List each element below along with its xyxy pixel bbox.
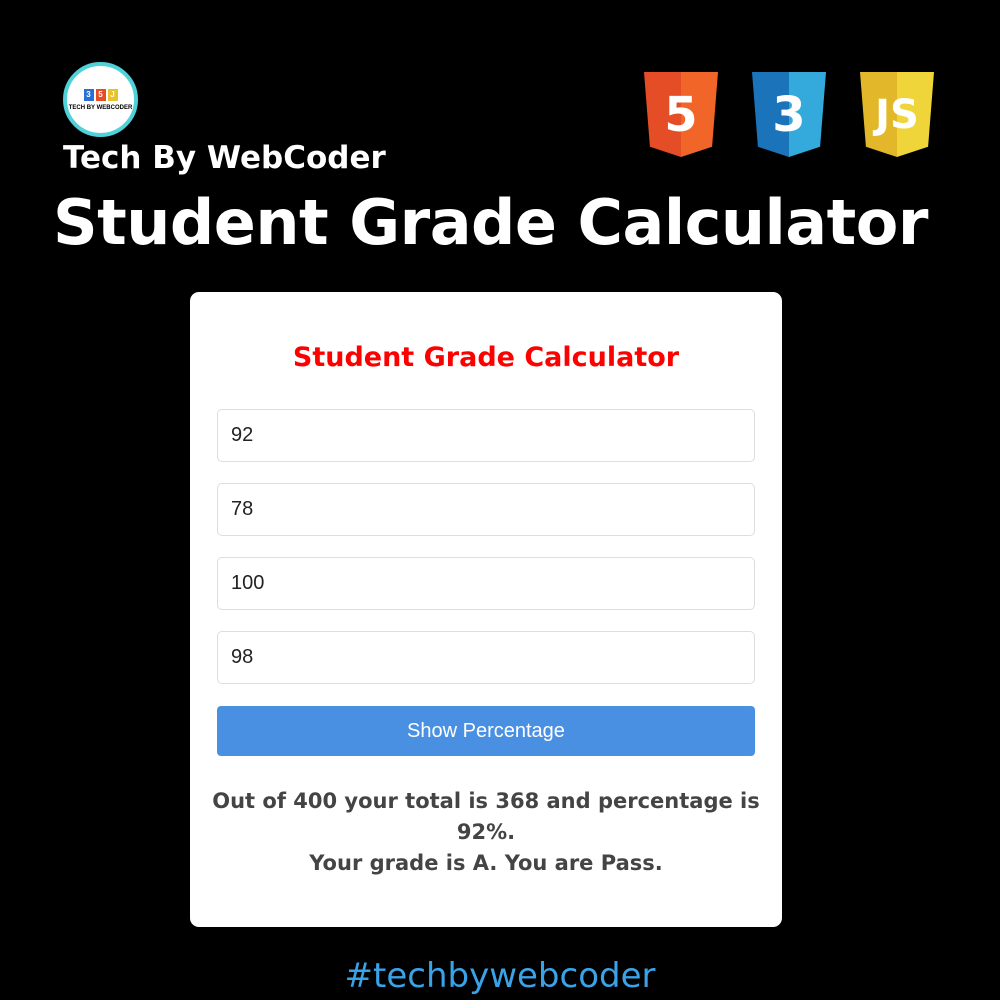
- subject-2-input[interactable]: 78: [217, 483, 755, 536]
- subject-4-input[interactable]: 98: [217, 631, 755, 684]
- result-line-1: Out of 400 your total is 368 and percent…: [212, 789, 760, 844]
- brand-name: Tech By WebCoder: [63, 140, 386, 176]
- subject-3-input[interactable]: 100: [217, 557, 755, 610]
- css-icon: 3: [83, 88, 94, 101]
- js-icon: J: [107, 88, 118, 101]
- headline: Student Grade Calculator: [53, 186, 928, 259]
- html5-icon: 5: [644, 72, 718, 157]
- result-line-2: Your grade is A. You are Pass.: [309, 851, 663, 875]
- brand-logo: 3 5 J TECH BY WEBCODER: [63, 62, 138, 137]
- subject-1-input[interactable]: 92: [217, 409, 755, 462]
- card-title: Student Grade Calculator: [292, 342, 680, 373]
- show-percentage-button[interactable]: Show Percentage: [217, 706, 755, 756]
- hashtag: #techbywebcoder: [344, 956, 656, 996]
- css3-icon: 3: [752, 72, 826, 157]
- logo-text: TECH BY WEBCODER: [68, 104, 133, 111]
- js-icon: JS: [860, 72, 934, 157]
- html-icon: 5: [95, 88, 106, 101]
- calculator-card: Student Grade Calculator 92 78 100 98 Sh…: [190, 292, 782, 927]
- logo-tech-icons: 3 5 J: [83, 88, 118, 101]
- result-text: Out of 400 your total is 368 and percent…: [210, 786, 762, 879]
